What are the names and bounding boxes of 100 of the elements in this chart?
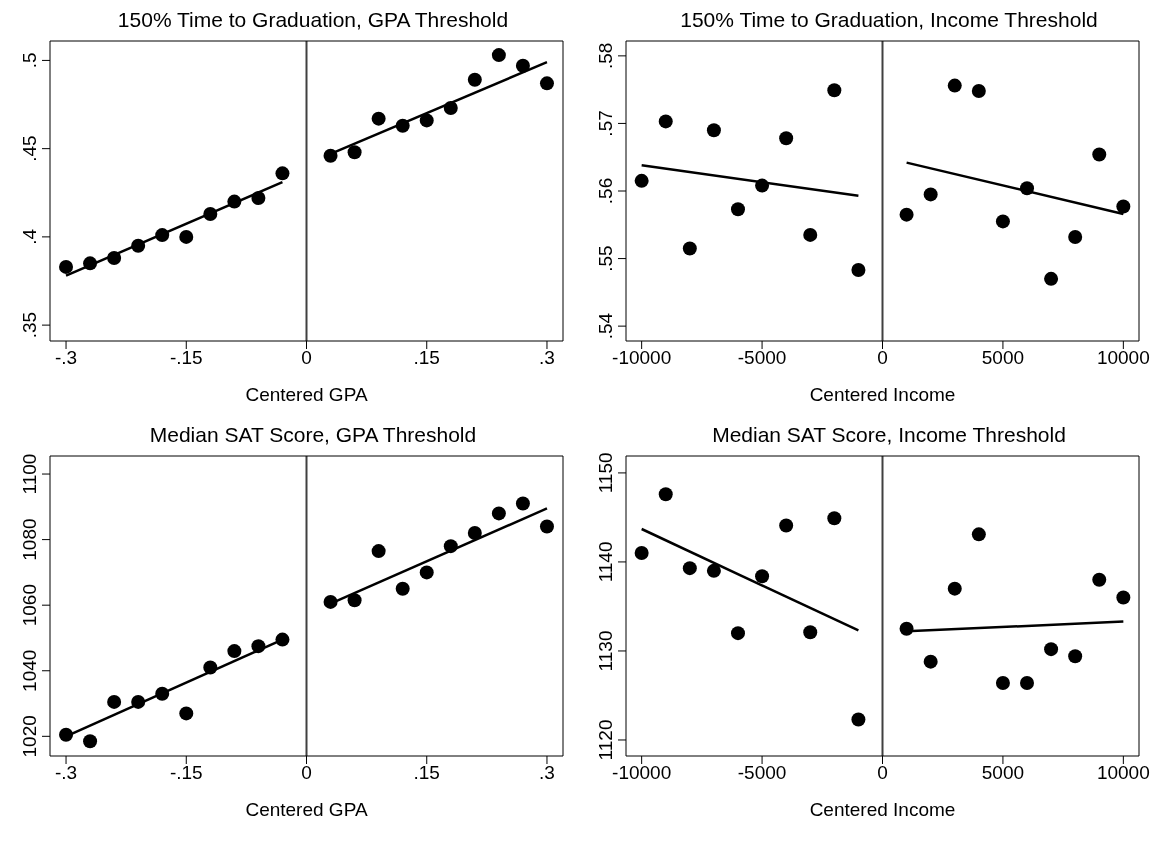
point (443, 101, 458, 116)
point (730, 626, 745, 641)
point (706, 563, 721, 578)
point (634, 546, 649, 561)
point (467, 72, 482, 87)
y-tick-label: 1100 (19, 453, 40, 495)
point (1020, 676, 1035, 690)
point (203, 660, 218, 675)
chart-title: 150% Time to Graduation, Income Threshold (679, 8, 1099, 32)
point (371, 544, 386, 559)
point (107, 251, 122, 266)
point (251, 639, 266, 654)
point (83, 256, 98, 271)
point (539, 519, 554, 534)
x-tick-label: .15 (413, 347, 440, 369)
y-tick-label: 1060 (19, 584, 40, 627)
point (515, 58, 530, 73)
point (1116, 590, 1131, 605)
y-tick-label: .58 (595, 42, 616, 70)
y-tick-label: .5 (19, 52, 40, 69)
point (323, 594, 338, 609)
x-axis-title: Centered GPA (245, 799, 368, 820)
x-tick-label: -5000 (737, 347, 787, 369)
point (371, 111, 386, 126)
point (803, 625, 818, 640)
point (1044, 642, 1059, 657)
point (59, 259, 74, 274)
point (107, 694, 122, 709)
point (1044, 271, 1059, 286)
point (179, 229, 194, 244)
x-tick-label: 5000 (981, 762, 1025, 784)
y-tick-label: 1130 (595, 630, 616, 672)
point (730, 202, 745, 217)
point (443, 539, 458, 554)
point (419, 113, 434, 128)
chart-title: Median SAT Score, GPA Threshold (148, 423, 478, 447)
x-tick-label: -.15 (169, 347, 203, 369)
y-tick-label: .55 (595, 245, 616, 272)
x-tick-label: -10000 (612, 762, 672, 784)
point (634, 173, 649, 188)
point (755, 569, 770, 584)
y-tick-label: 1040 (19, 649, 40, 692)
point (491, 506, 506, 521)
point (851, 712, 866, 727)
x-tick-label: -5000 (737, 762, 787, 784)
point (395, 118, 410, 133)
point (1092, 572, 1107, 587)
point (827, 511, 842, 526)
x-tick-label: .3 (539, 762, 555, 784)
point (275, 632, 290, 647)
point (995, 676, 1010, 690)
point (658, 114, 673, 129)
x-tick-label: -10000 (612, 347, 672, 369)
point (1068, 229, 1083, 244)
point (419, 565, 434, 580)
point (227, 194, 242, 209)
y-tick-label: .57 (595, 110, 616, 137)
point (658, 487, 673, 502)
x-axis-title: Centered Income (809, 799, 956, 820)
point (779, 131, 794, 146)
point (899, 207, 914, 222)
point (59, 727, 74, 742)
point (899, 621, 914, 636)
point (755, 178, 770, 193)
point (1116, 199, 1131, 214)
point (203, 206, 218, 221)
point (779, 518, 794, 533)
x-tick-label: 5000 (981, 347, 1025, 369)
y-tick-label: 1080 (19, 518, 40, 561)
x-axis-title: Centered Income (809, 384, 956, 405)
point (1092, 147, 1107, 162)
point (682, 241, 697, 256)
point (83, 734, 98, 749)
point (347, 145, 362, 160)
point (131, 694, 146, 709)
x-tick-label: -.3 (54, 347, 78, 369)
point (1068, 649, 1083, 664)
point (275, 166, 290, 181)
x-tick-label: 0 (301, 347, 312, 369)
point (131, 238, 146, 253)
point (827, 83, 842, 98)
y-tick-label: 1120 (595, 719, 616, 761)
y-tick-label: .45 (19, 135, 40, 162)
x-tick-label: -.15 (169, 762, 203, 784)
point (155, 686, 170, 701)
point (947, 581, 962, 596)
point (539, 76, 554, 91)
x-axis-title: Centered GPA (245, 384, 368, 405)
point (515, 496, 530, 511)
point (491, 48, 506, 63)
y-tick-label: .56 (595, 177, 616, 205)
point (251, 191, 266, 206)
point (347, 593, 362, 608)
point (323, 148, 338, 163)
x-tick-label: 10000 (1096, 347, 1150, 369)
point (179, 706, 194, 721)
x-tick-label: 10000 (1096, 762, 1150, 784)
point (467, 526, 482, 541)
x-tick-label: 0 (301, 762, 312, 784)
point (851, 263, 866, 278)
